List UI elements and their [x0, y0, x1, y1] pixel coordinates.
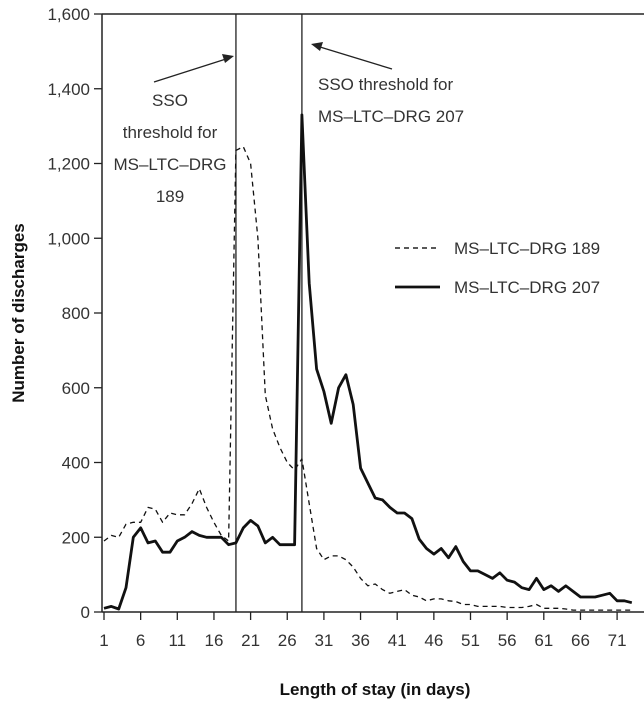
- y-tick-label: 200: [62, 528, 90, 547]
- x-tick-label: 41: [388, 631, 407, 650]
- y-tick-label: 800: [62, 304, 90, 323]
- legend-label-drg207: MS–LTC–DRG 207: [454, 278, 600, 297]
- x-tick-label: 1: [99, 631, 108, 650]
- series-group: [103, 113, 633, 611]
- y-tick-label: 1,200: [47, 155, 90, 174]
- x-tick-label: 11: [168, 631, 186, 650]
- y-tick-label: 1,400: [47, 80, 90, 99]
- x-tick-label: 61: [534, 631, 553, 650]
- annotation-drg207-arrowhead: [311, 42, 323, 51]
- series-line-2: [103, 113, 633, 611]
- x-tick-label: 66: [571, 631, 590, 650]
- y-ticks: 0 200 400 600 800 1,000 1,200 1,400 1,600: [47, 5, 102, 622]
- annotation-drg189-arrow: [153, 58, 227, 83]
- annotation-drg189-line4: 189: [156, 187, 184, 206]
- threshold-lines: [235, 14, 303, 612]
- x-tick-label: 56: [498, 631, 517, 650]
- annotation-drg189-arrowhead: [222, 54, 234, 63]
- y-tick-label: 400: [62, 454, 90, 473]
- annotation-drg207-line2: MS–LTC–DRG 207: [318, 107, 464, 126]
- y-axis-title: Number of discharges: [9, 223, 28, 403]
- x-tick-label: 31: [314, 631, 333, 650]
- annotation-drg207-arrow: [319, 46, 393, 70]
- x-tick-label: 16: [204, 631, 223, 650]
- x-tick-label: 71: [608, 631, 627, 650]
- x-tick-label: 36: [351, 631, 370, 650]
- legend-label-drg189: MS–LTC–DRG 189: [454, 239, 600, 258]
- annotation-drg189-line2: threshold for: [123, 123, 218, 142]
- x-tick-label: 51: [461, 631, 480, 650]
- legend: MS–LTC–DRG 189 MS–LTC–DRG 207: [395, 239, 600, 297]
- x-tick-label: 26: [278, 631, 297, 650]
- annotation-drg189-line1: SSO: [152, 91, 188, 110]
- x-axis-title: Length of stay (in days): [280, 680, 471, 699]
- series-line-1: [103, 146, 632, 611]
- x-tick-label: 46: [424, 631, 443, 650]
- y-tick-label: 1,600: [47, 5, 90, 24]
- x-ticks: 1 6 11 16 21 26 31 36 41 46 51 56 61 66 71: [99, 612, 627, 650]
- y-tick-label: 600: [62, 379, 90, 398]
- annotation-drg189-line3: MS–LTC–DRG: [113, 155, 226, 174]
- y-tick-label: 1,000: [47, 229, 90, 248]
- x-tick-label: 21: [241, 631, 260, 650]
- y-tick-label: 0: [81, 603, 90, 622]
- annotation-drg207-line1: SSO threshold for: [318, 75, 453, 94]
- x-tick-label: 6: [136, 631, 145, 650]
